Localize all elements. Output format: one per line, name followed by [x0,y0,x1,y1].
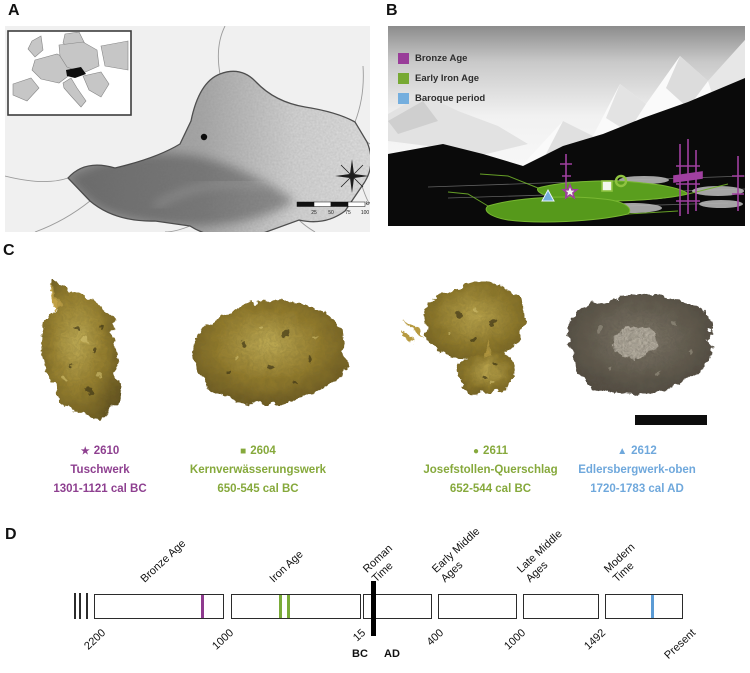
scale-tick: 25 [311,210,317,216]
legend-label: Baroque period [415,92,486,104]
sample-id: 2610 [93,445,120,457]
triangle-marker-icon: ▲ [617,446,628,457]
triangle-marker-icon [541,188,555,202]
baroque-period-swatch [398,92,409,104]
caption-line-id: ▲ 2612 [552,442,722,461]
scale-tick: 100 [361,210,370,216]
photo-scale-bar [635,415,707,425]
left-ridge [388,94,528,156]
timeline-break-tick [79,593,81,619]
specimen-caption-2610: ★ 2610 Tuschwerk 1301-1121 cal BC [30,442,170,499]
mine-3d-view [388,26,745,226]
era-label-modern-time: Modern Time [601,541,638,585]
panel-a-label: A [8,2,20,19]
specimen-caption-2604: ■ 2604 Kernverwässerungswerk 650-545 cal … [168,442,348,499]
sample-markers [541,174,628,202]
tick-400: 400 [424,627,447,649]
compass-icon [335,159,369,193]
era-box-bronze-age [94,594,224,619]
sample-id: 2604 [250,445,276,457]
scale-unit: km [366,201,370,207]
ad-label: AD [384,648,400,660]
star-marker-icon: ★ [80,446,90,457]
europe-inset [7,30,132,116]
tick-1000-ad: 1000 [502,627,529,653]
tick-2200: 2200 [82,627,109,653]
era-box-late-middle-ages [523,594,599,619]
bc-ad-divider [371,581,376,636]
circle-marker-icon: ● [473,446,480,457]
star-marker-icon [561,182,579,200]
tick-present: Present [662,627,699,662]
site-name: Josefstollen-Querschlag [423,464,558,476]
site-name: Tuschwerk [70,464,130,476]
panel-c-label: C [3,242,15,259]
panel-d-label: D [5,526,17,543]
era-label-bronze-age: Bronze Age [138,537,189,586]
site-location-dot [200,133,208,141]
circle-marker-icon [614,174,628,188]
caption-line-id: ★ 2610 [30,442,170,461]
legend-label: Bronze Age [415,52,468,64]
timeline-break-tick [86,593,88,619]
event-line-iron-sample-1 [279,595,282,618]
date-range: 650-545 cal BC [217,483,299,495]
site-name: Edlersbergwerk-oben [578,464,696,476]
iron-age-galleries [447,173,729,223]
legend-item-baroque-period: Baroque period [398,88,485,108]
specimen-photo-2612 [567,294,711,394]
scale-tick: 75 [345,210,351,216]
tick-1492: 1492 [582,627,609,653]
specimen-caption-2612: ▲ 2612 Edlersbergwerk-oben 1720-1783 cal … [552,442,722,499]
country-borders [5,26,370,232]
event-line-modern-sample [651,595,654,618]
era-label-roman-time: Roman Time [360,542,396,585]
legend-item-early-iron-age: Early Iron Age [398,68,485,88]
specimen-caption-2611: ● 2611 Josefstollen-Querschlag 652-544 ca… [398,442,583,499]
site-name: Kernverwässerungswerk [189,464,327,476]
era-box-iron-age [231,594,361,619]
sample-id: 2611 [483,445,508,457]
bronze-age-workings [560,139,744,216]
legend-item-bronze-age: Bronze Age [398,48,485,68]
specimen-photo-2611 [400,281,527,395]
era-box-early-middle-ages [438,594,517,619]
specimen-photo-2610 [42,280,120,418]
scale-tick: 50 [328,210,334,216]
bronze-age-swatch [398,52,409,64]
square-marker-icon [601,180,613,192]
square-marker-icon: ■ [240,446,247,457]
era-label-early-middle-ages: Early Middle Ages [429,525,483,585]
caption-line-id: ● 2611 [398,442,583,461]
austria-map: 25 50 75 100 km [5,26,370,232]
panel-b-label: B [386,2,398,19]
date-range: 652-544 cal BC [449,483,532,495]
timeline-break-tick [74,593,76,619]
bc-label: BC [352,648,368,660]
scale-bar: 25 50 75 100 km [296,201,370,216]
era-label-late-middle-ages: Late Middle Ages [514,527,565,585]
tick-1000-bc: 1000 [210,627,237,653]
date-range: 1720-1783 cal AD [590,483,684,495]
era-box-modern-time [605,594,683,619]
caption-line-id: ■ 2604 [168,442,348,461]
specimen-photo-2604 [191,300,345,405]
inset-austria-highlight [66,67,86,78]
early-iron-age-swatch [398,72,409,84]
event-line-iron-sample-2 [287,595,290,618]
date-range: 1301-1121 cal BC [53,483,147,495]
legend-label: Early Iron Age [415,72,480,84]
era-label-iron-age: Iron Age [267,548,306,586]
event-line-bronze-sample [201,595,204,618]
sample-id: 2612 [631,445,657,457]
period-legend: Bronze Age Early Iron Age Baroque period [398,48,485,108]
